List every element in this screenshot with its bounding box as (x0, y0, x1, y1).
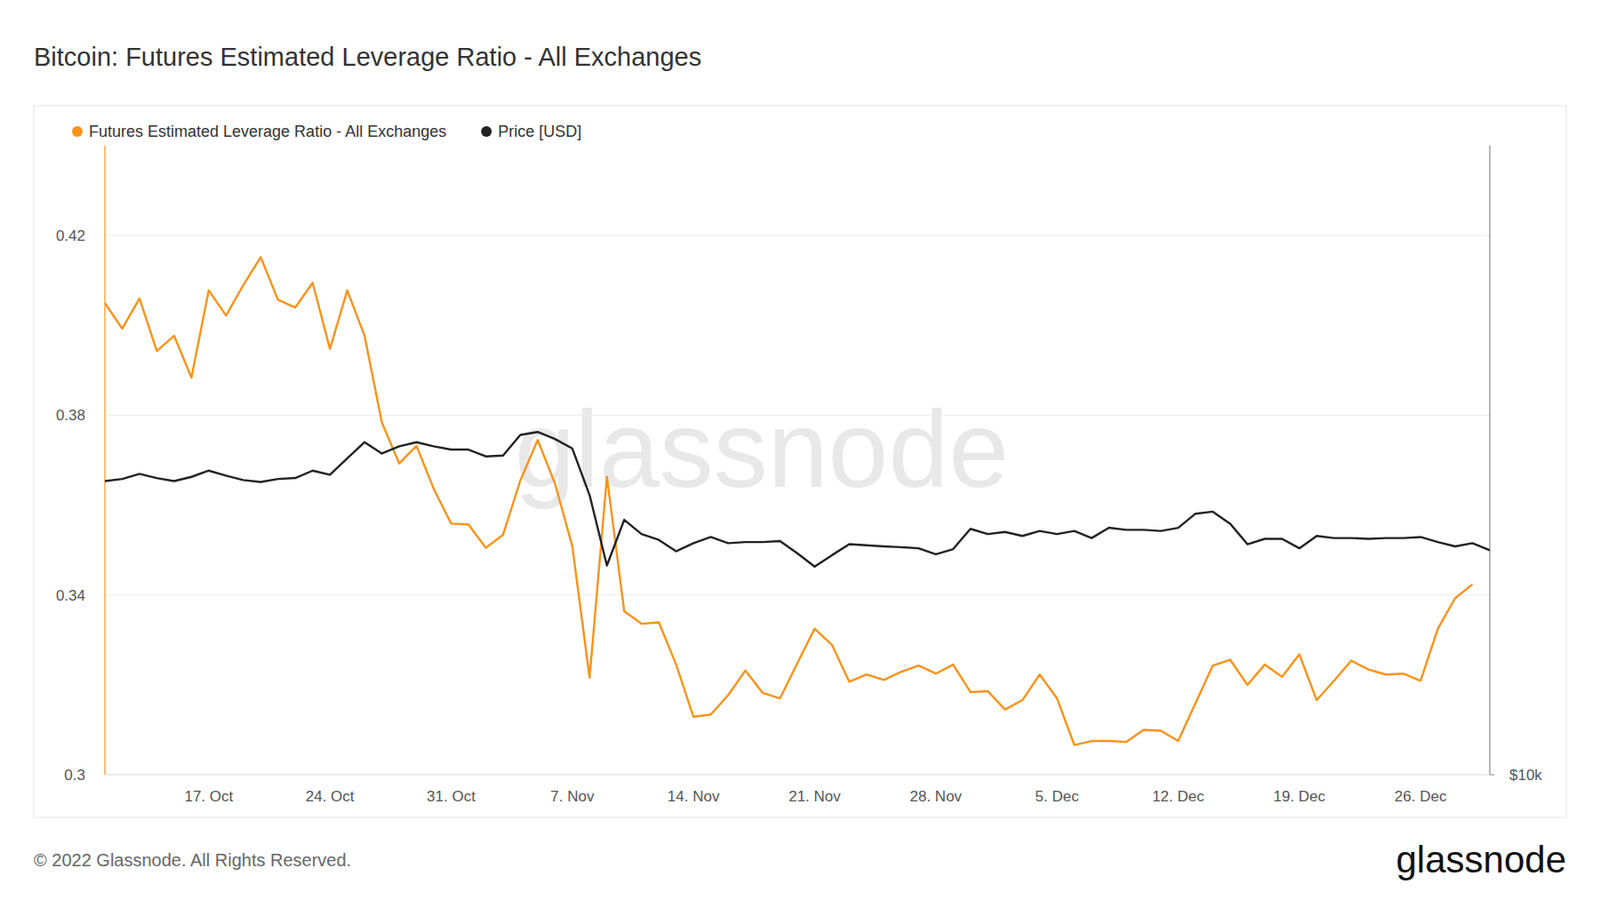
x-axis-line (104, 775, 1490, 776)
x-tick-label: 31. Oct (426, 788, 476, 806)
legend-marker (480, 126, 492, 137)
y-axis-line (104, 145, 105, 776)
x-tick-label: 19. Dec (1272, 788, 1326, 806)
series-line (104, 432, 1490, 568)
legend-label: Price [USD] (497, 122, 582, 141)
y-tick-label: 0.3 (64, 767, 86, 784)
grid-line (104, 775, 1490, 776)
x-tick-label: 5. Dec (1035, 788, 1080, 806)
grid-line (104, 415, 1490, 416)
chart-frame (33, 105, 1567, 818)
x-tick-label: 28. Nov (910, 788, 963, 806)
x-tick-label: 24. Oct (305, 788, 355, 806)
y2-tick (1489, 775, 1495, 776)
copyright: © 2022 Glassnode. All Rights Reserved. (33, 850, 352, 871)
grid-line (104, 594, 1490, 596)
x-tick-label: 21. Nov (788, 788, 841, 806)
grid-line (104, 235, 1490, 237)
chart: Bitcoin: Futures Estimated Leverage Rati… (0, 0, 1600, 900)
title: Bitcoin: Futures Estimated Leverage Rati… (33, 42, 702, 72)
x-tick-label: 26. Dec (1394, 788, 1448, 806)
x-tick-label: 14. Nov (667, 788, 720, 806)
brand-logo: glassnode (1396, 839, 1567, 881)
x-tick-label: 17. Oct (184, 788, 233, 806)
legend-label: Futures Estimated Leverage Ratio - All E… (88, 122, 447, 141)
y-tick-label: 0.38 (56, 407, 86, 424)
legend-marker (72, 126, 83, 137)
y-tick-label: 0.42 (56, 227, 86, 245)
x-tick-label: 12. Dec (1152, 788, 1205, 806)
x-tick-label: 7. Nov (550, 788, 595, 806)
series-line (104, 256, 1473, 745)
y2-tick-label: $10k (1509, 767, 1543, 784)
y-tick-label: 0.34 (56, 587, 86, 605)
plot-area (104, 256, 1490, 745)
y2-axis-line (1488, 145, 1490, 776)
